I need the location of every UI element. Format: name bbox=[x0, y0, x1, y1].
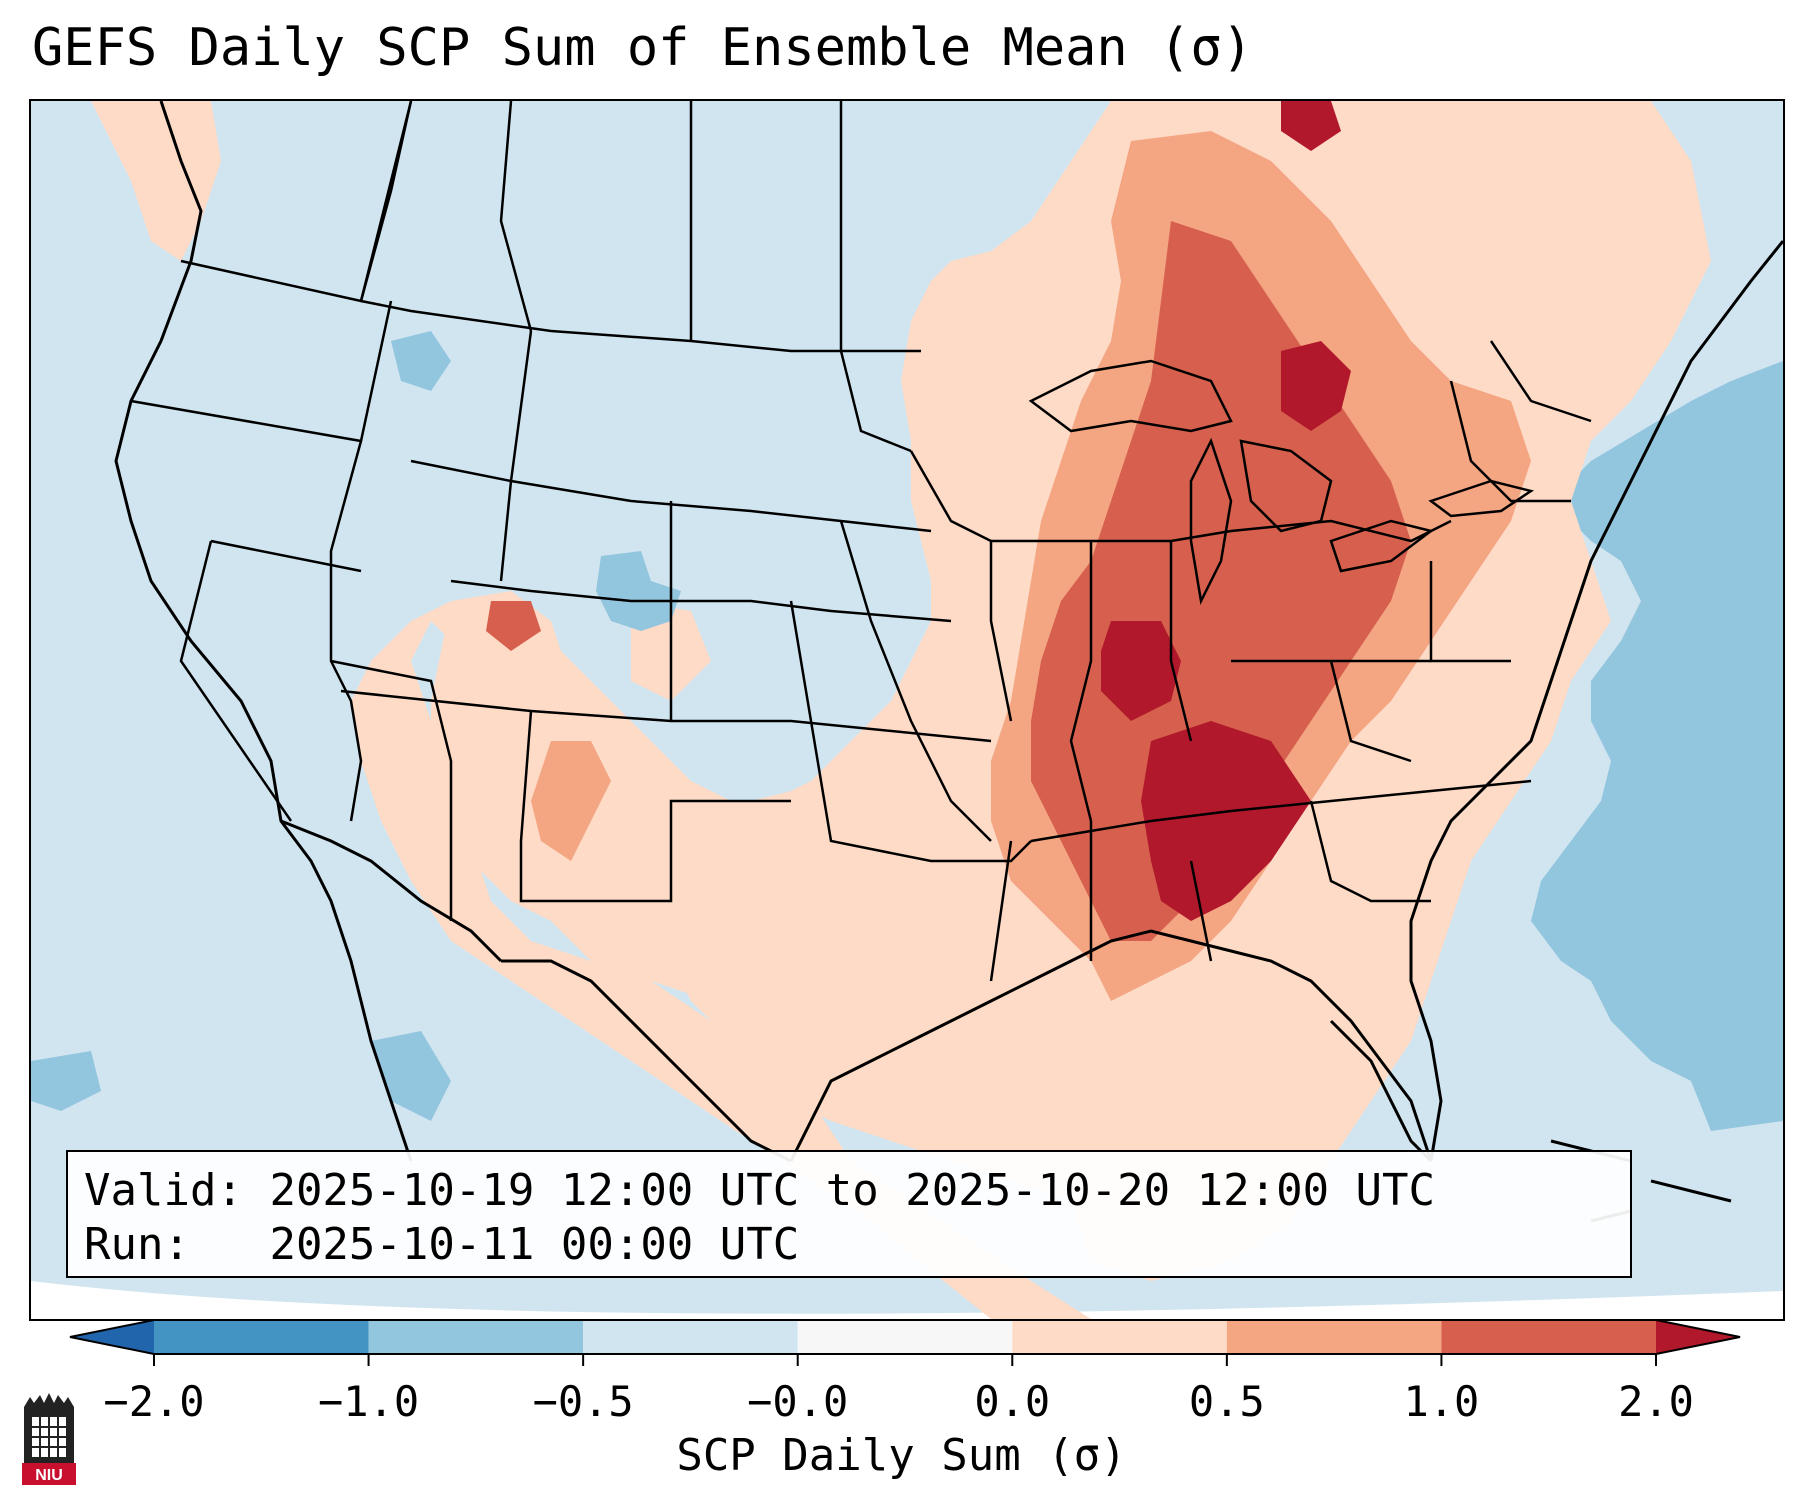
colorbar-tick-label: −2.0 bbox=[103, 1377, 204, 1426]
florida-peninsula bbox=[1329, 1019, 1433, 1163]
positive-extreme-region-2 bbox=[1101, 621, 1181, 721]
colorbar-segment bbox=[368, 1320, 584, 1354]
logo-text: NIU bbox=[35, 1467, 63, 1484]
valid-value: 2025-10-19 12:00 UTC to 2025-10-20 12:00… bbox=[269, 1165, 1436, 1216]
west-positive-blob-3 bbox=[486, 601, 541, 651]
negative-patch-colorado bbox=[596, 551, 681, 631]
colorbar-segment bbox=[583, 1320, 798, 1354]
colorbar-tick-label: 0.5 bbox=[1189, 1377, 1265, 1426]
projection-edge bbox=[31, 1281, 1783, 1319]
colorbar-tick-label: 0.0 bbox=[974, 1377, 1050, 1426]
valid-label: Valid: bbox=[84, 1165, 243, 1216]
colorbar-segments bbox=[69, 1319, 1741, 1355]
valid-run-infobox: Valid: 2025-10-19 12:00 UTC to 2025-10-2… bbox=[66, 1150, 1632, 1278]
colorbar-tick-label: −0.0 bbox=[747, 1377, 848, 1426]
colorbar-segment bbox=[797, 1320, 1013, 1354]
colorbar: −2.0 −1.0 −0.5 −0.0 0.0 0.5 1.0 2.0 bbox=[69, 1319, 1741, 1426]
west-positive-blob-4 bbox=[91, 101, 221, 261]
colorbar-segment bbox=[1226, 1320, 1442, 1354]
negative-patch-pacific bbox=[31, 1051, 101, 1111]
positive-extreme-region-3 bbox=[1281, 341, 1351, 431]
great-lakes bbox=[1028, 359, 1535, 605]
coastline-and-borders bbox=[114, 101, 1783, 1163]
map-panel bbox=[29, 99, 1785, 1321]
west-positive-blob-2 bbox=[531, 741, 611, 861]
colorbar-label: SCP Daily Sum (σ) bbox=[676, 1430, 1127, 1481]
positive-extreme-region-4 bbox=[1281, 101, 1341, 151]
colorbar-segment bbox=[154, 1320, 369, 1354]
positive-extreme-region-1 bbox=[1141, 721, 1311, 921]
atlantic-negative-region bbox=[1531, 361, 1783, 1131]
niu-logo: NIU bbox=[22, 1393, 76, 1485]
map-title: GEFS Daily SCP Sum of Ensemble Mean (σ) bbox=[32, 18, 1253, 78]
negative-patch-idaho bbox=[391, 331, 451, 391]
colorbar-tick-label: −1.0 bbox=[318, 1377, 419, 1426]
run-value: 2025-10-11 00:00 UTC bbox=[269, 1219, 800, 1270]
colorbar-tick-label: −0.5 bbox=[533, 1377, 634, 1426]
colorbar-extend-low bbox=[70, 1320, 154, 1354]
run-label: Run: bbox=[84, 1219, 190, 1270]
colorbar-extend-high bbox=[1656, 1320, 1740, 1354]
colorbar-tick-label: 2.0 bbox=[1618, 1377, 1694, 1426]
map-canvas bbox=[31, 101, 1783, 1319]
colorbar-ticks: −2.0 −1.0 −0.5 −0.0 0.0 0.5 1.0 2.0 bbox=[103, 1354, 1694, 1426]
state-boundaries bbox=[130, 101, 1592, 982]
colorbar-tick-label: 1.0 bbox=[1403, 1377, 1479, 1426]
colorbar-segment bbox=[1012, 1320, 1227, 1354]
colorbar-segment bbox=[1441, 1320, 1656, 1354]
